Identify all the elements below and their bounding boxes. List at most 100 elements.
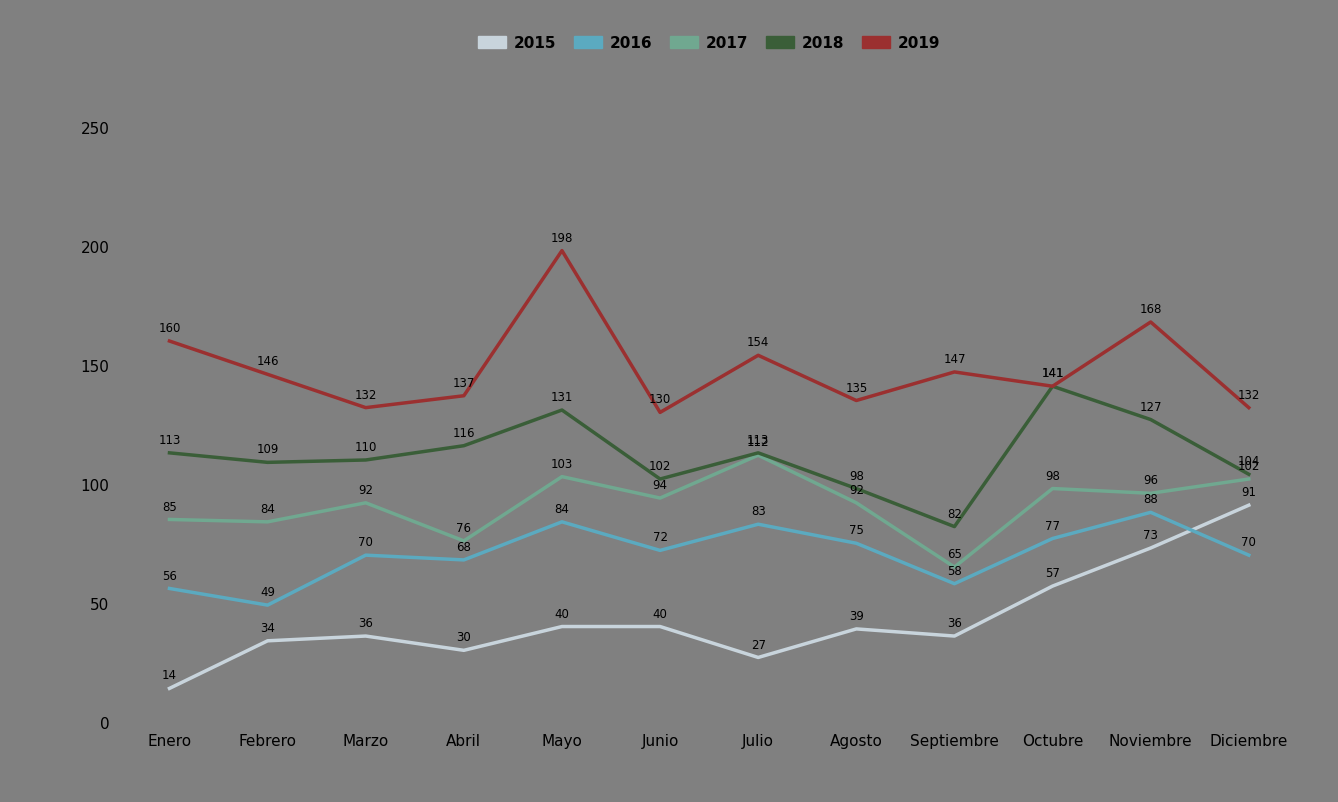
Text: 91: 91: [1242, 486, 1256, 499]
Text: 154: 154: [747, 336, 769, 349]
Text: 116: 116: [452, 426, 475, 439]
Text: 40: 40: [653, 607, 668, 620]
2019: [554, 246, 570, 256]
2018: [456, 441, 472, 451]
Text: 70: 70: [359, 536, 373, 549]
Text: 112: 112: [747, 435, 769, 449]
2016: [1240, 551, 1256, 561]
2017: [162, 515, 178, 525]
2016: [357, 551, 373, 561]
Text: 92: 92: [359, 484, 373, 496]
Text: 82: 82: [947, 507, 962, 520]
Text: 98: 98: [1045, 469, 1060, 482]
Text: 76: 76: [456, 521, 471, 534]
Text: 56: 56: [162, 569, 177, 581]
2016: [260, 601, 276, 610]
2019: [162, 337, 178, 346]
Text: 68: 68: [456, 541, 471, 553]
2017: [260, 517, 276, 527]
2016: [751, 520, 767, 529]
2017: [751, 451, 767, 460]
2018: [357, 456, 373, 465]
2015: [751, 653, 767, 662]
2019: [946, 367, 962, 377]
Text: 49: 49: [260, 585, 276, 598]
Text: 88: 88: [1143, 492, 1159, 506]
2019: [456, 391, 472, 401]
Text: 77: 77: [1045, 519, 1060, 532]
Text: 65: 65: [947, 548, 962, 561]
Line: 2016: 2016: [170, 512, 1248, 606]
Text: 75: 75: [848, 524, 864, 537]
Text: 92: 92: [848, 484, 864, 496]
Line: 2019: 2019: [170, 251, 1248, 413]
2019: [1045, 382, 1061, 391]
Line: 2018: 2018: [170, 387, 1248, 527]
Text: 58: 58: [947, 564, 962, 577]
2016: [456, 556, 472, 565]
Text: 94: 94: [653, 479, 668, 492]
Text: 85: 85: [162, 500, 177, 513]
2017: [554, 472, 570, 482]
2017: [946, 562, 962, 572]
Text: 96: 96: [1143, 474, 1159, 487]
2018: [946, 522, 962, 532]
2016: [946, 579, 962, 589]
2016: [1045, 534, 1061, 544]
2017: [456, 537, 472, 546]
Text: 27: 27: [751, 638, 765, 650]
2018: [652, 475, 668, 484]
2016: [848, 539, 864, 549]
2016: [554, 517, 570, 527]
2019: [1143, 318, 1159, 327]
Text: 113: 113: [747, 433, 769, 447]
Text: 30: 30: [456, 630, 471, 643]
2017: [1143, 489, 1159, 499]
2015: [456, 646, 472, 655]
Text: 141: 141: [1041, 367, 1064, 380]
Text: 168: 168: [1140, 302, 1161, 316]
Text: 103: 103: [551, 457, 573, 470]
Legend: 2015, 2016, 2017, 2018, 2019: 2015, 2016, 2017, 2018, 2019: [472, 30, 946, 57]
Text: 72: 72: [653, 531, 668, 544]
2017: [652, 493, 668, 503]
Text: 73: 73: [1143, 529, 1159, 541]
Text: 132: 132: [355, 388, 377, 401]
2016: [162, 584, 178, 593]
Text: 147: 147: [943, 353, 966, 366]
Text: 34: 34: [260, 621, 276, 634]
Line: 2015: 2015: [170, 505, 1248, 689]
Line: 2017: 2017: [170, 456, 1248, 567]
Text: 40: 40: [554, 607, 570, 620]
Text: 198: 198: [551, 231, 573, 245]
2017: [1240, 475, 1256, 484]
Text: 160: 160: [158, 322, 181, 334]
2015: [554, 622, 570, 631]
Text: 110: 110: [355, 440, 377, 453]
2016: [652, 546, 668, 556]
2015: [1240, 500, 1256, 510]
2018: [554, 406, 570, 415]
2019: [1240, 403, 1256, 413]
2018: [751, 448, 767, 458]
2015: [946, 631, 962, 641]
Text: 146: 146: [257, 355, 278, 368]
2018: [1143, 415, 1159, 425]
Text: 130: 130: [649, 393, 672, 406]
Text: 127: 127: [1140, 400, 1161, 413]
2015: [260, 636, 276, 646]
Text: 84: 84: [554, 502, 570, 515]
Text: 83: 83: [751, 504, 765, 517]
2017: [357, 498, 373, 508]
Text: 131: 131: [551, 391, 573, 403]
Text: 39: 39: [848, 610, 864, 622]
Text: 113: 113: [158, 433, 181, 447]
Text: 14: 14: [162, 669, 177, 682]
2015: [652, 622, 668, 631]
2017: [1045, 484, 1061, 494]
2019: [357, 403, 373, 413]
Text: 102: 102: [649, 460, 672, 472]
Text: 57: 57: [1045, 566, 1060, 579]
2019: [652, 408, 668, 418]
Text: 84: 84: [260, 502, 276, 515]
